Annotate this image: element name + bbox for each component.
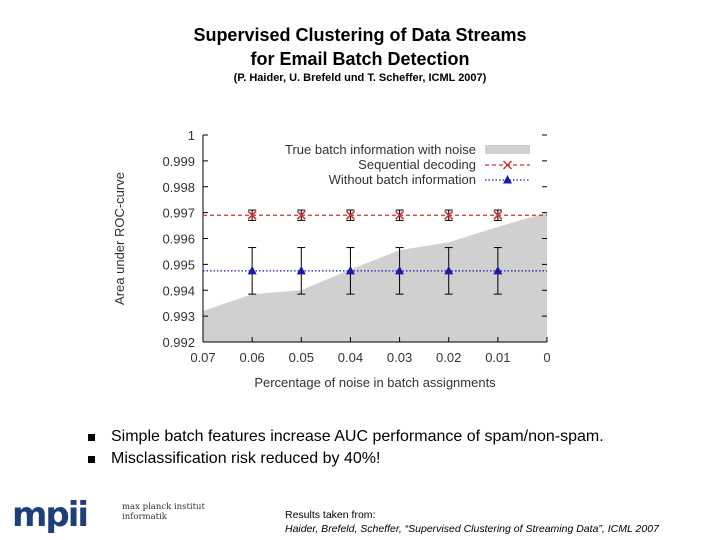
- data-point-x-marker: [395, 210, 405, 220]
- x-tick-label: 0: [543, 350, 550, 365]
- y-tick-label: 0.993: [162, 309, 195, 324]
- x-tick-label: 0.01: [485, 350, 510, 365]
- data-point-triangle-marker: [493, 265, 503, 275]
- x-tick-label: 0.05: [289, 350, 314, 365]
- x-tick-label: 0.02: [436, 350, 461, 365]
- auc-chart: 0.992 0.993 0.994 0.995 0.996 0.997 0.998 0.999…: [112, 128, 551, 390]
- reference-note: Results taken from: Haider, Brefeld, Sch…: [285, 508, 659, 536]
- x-tick-label: 0.07: [190, 350, 215, 365]
- x-tick-label: 0.04: [338, 350, 363, 365]
- bullet-text: Misclassification risk reduced by 40%!: [111, 450, 381, 467]
- mpii-logo: mpii: [12, 498, 89, 535]
- logo-letters: mpii: [12, 498, 87, 535]
- y-tick-label: 0.994: [162, 283, 195, 298]
- x-tick-label: 0.06: [239, 350, 264, 365]
- reference-line1: Results taken from:: [285, 509, 376, 521]
- y-tick-label: 0.997: [162, 206, 195, 221]
- bullet-item: Misclassification risk reduced by 40%!: [88, 448, 604, 470]
- legend-label: Sequential decoding: [358, 157, 476, 172]
- bullet-square-icon: [88, 433, 95, 441]
- x-tick-label: 0.03: [387, 350, 412, 365]
- y-tick-label: 0.992: [162, 335, 195, 350]
- data-point-x-marker: [247, 210, 257, 220]
- data-point-triangle-marker: [444, 265, 454, 275]
- data-point-x-marker: [345, 210, 355, 220]
- slide-subtitle: (P. Haider, U. Brefeld und T. Scheffer, …: [233, 72, 487, 84]
- data-point-x-marker: [493, 210, 503, 220]
- bullet-item: Simple batch features increase AUC perfo…: [88, 426, 604, 448]
- area-series-true-batch: [203, 212, 547, 342]
- slide-title-line1: Supervised Clustering of Data Streams: [193, 25, 527, 45]
- y-tick-label: 1: [188, 128, 195, 143]
- legend-label: True batch information with noise: [285, 142, 476, 157]
- logo-text-line2: informatik: [122, 512, 167, 522]
- bullet-text: Simple batch features increase AUC perfo…: [111, 428, 604, 445]
- legend-label: Without batch information: [329, 172, 476, 187]
- data-point-triangle-marker: [296, 265, 306, 275]
- bullet-list: Simple batch features increase AUC perfo…: [88, 426, 604, 470]
- data-point-x-marker: [444, 210, 454, 220]
- y-tick-label: 0.996: [162, 232, 195, 247]
- logo-text-line1: max planck institut: [122, 502, 205, 512]
- slide-title-line2: for Email Batch Detection: [250, 49, 470, 69]
- logo-text: max planck institut informatik: [122, 502, 205, 522]
- legend-triangle-marker: [503, 175, 512, 184]
- data-point-triangle-marker: [247, 265, 257, 275]
- data-point-triangle-marker: [345, 265, 355, 275]
- x-axis-label: Percentage of noise in batch assignments: [254, 375, 496, 390]
- legend-x-marker: [502, 160, 513, 170]
- y-tick-label: 0.995: [162, 257, 195, 272]
- data-point-x-marker: [296, 210, 306, 220]
- legend-swatch-area: [485, 145, 530, 154]
- y-tick-label: 0.998: [162, 180, 195, 195]
- y-tick-label: 0.999: [162, 154, 195, 169]
- data-point-triangle-marker: [395, 265, 405, 275]
- reference-line2: Haider, Brefeld, Scheffer, “Supervised C…: [285, 523, 659, 535]
- bullet-square-icon: [88, 455, 95, 463]
- y-axis-label: Area under ROC-curve: [112, 172, 127, 305]
